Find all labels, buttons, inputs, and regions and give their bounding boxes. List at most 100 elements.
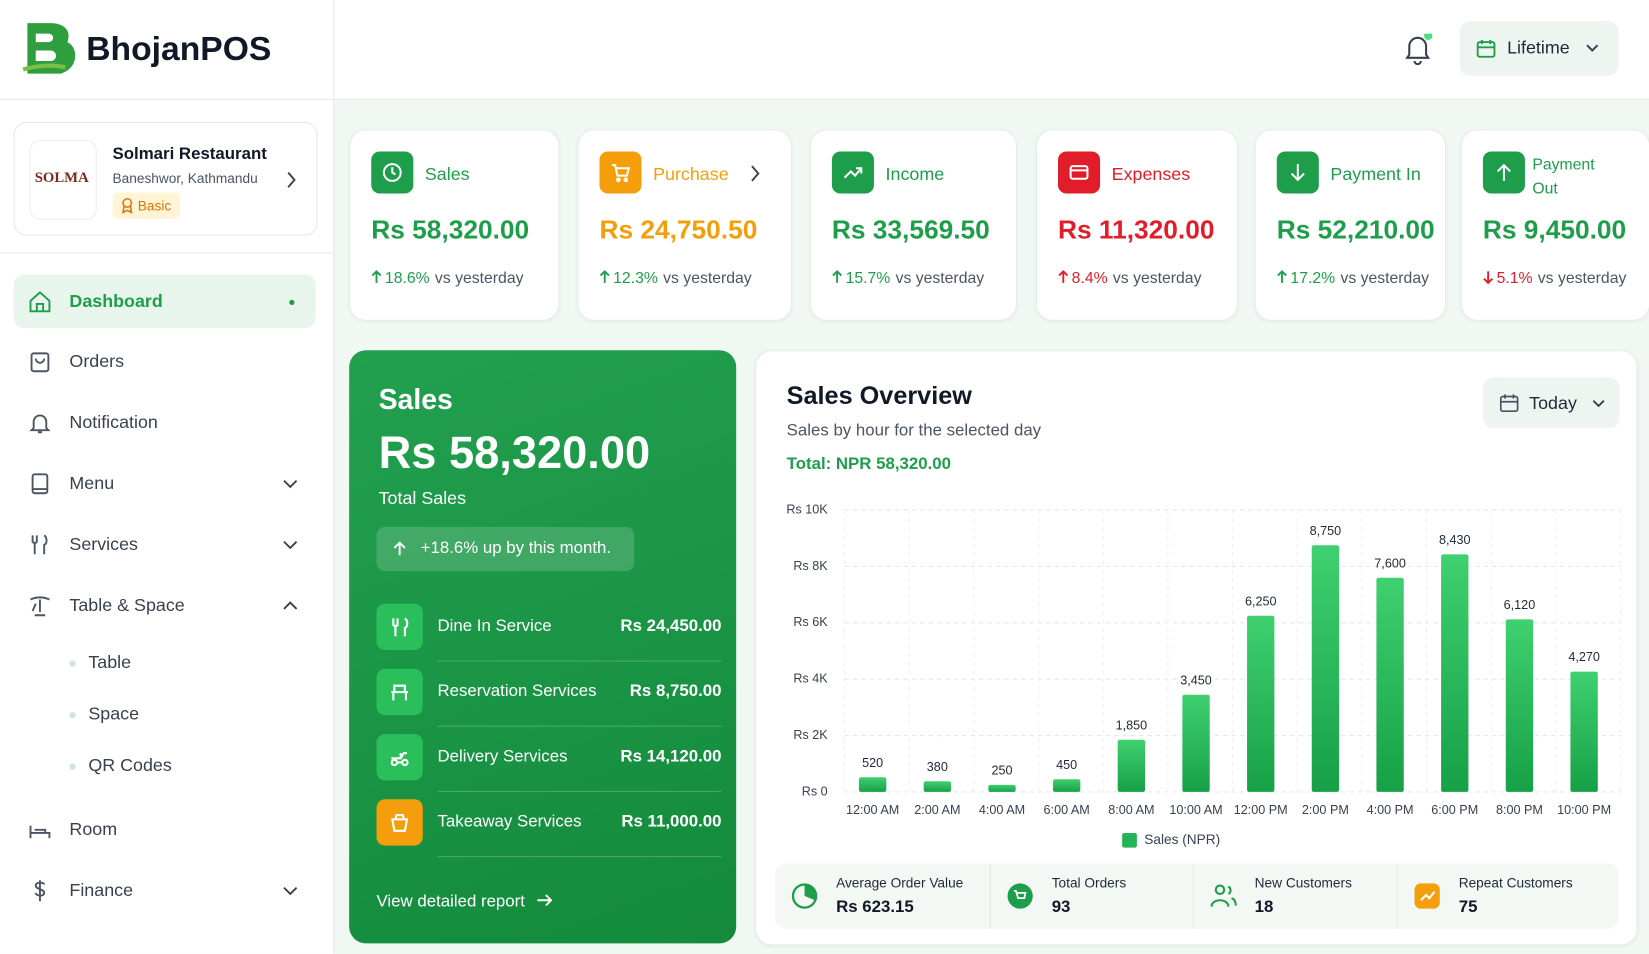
x-tick-label: 2:00 AM: [914, 803, 960, 817]
stat-icon-glyph: [382, 163, 402, 182]
plan-label: Basic: [137, 197, 172, 214]
bar-value-label: 3,450: [1180, 673, 1212, 687]
restaurant-logo: SOLMA: [29, 139, 97, 220]
y-tick-label: Rs 10K: [786, 502, 828, 516]
topbar: [334, 0, 1649, 100]
stat-label: Expenses: [1111, 164, 1191, 185]
stat-change-row: 5.1% vs yesterday: [1483, 269, 1626, 287]
stat-label: Payment In: [1330, 164, 1421, 185]
chevron: [1586, 44, 1599, 52]
kpi-strip: Average Order Value Rs 623.15 Total Orders…: [775, 863, 1619, 929]
report-link[interactable]: View detailed report: [377, 893, 553, 912]
nav-icon: [29, 291, 51, 313]
y-tick-label: Rs 8K: [793, 559, 828, 573]
service-amount: Rs 8,750.00: [629, 682, 722, 701]
trend-arrow: [599, 270, 610, 283]
bar: [923, 781, 951, 792]
nav-label[interactable]: Room: [69, 819, 118, 840]
bar-value-label: 7,600: [1374, 556, 1406, 570]
range-label: Lifetime: [1507, 37, 1570, 58]
stat-icon: [1276, 151, 1319, 194]
chart-total: Total: NPR 58,320.00: [786, 455, 951, 474]
nav-label[interactable]: Menu: [69, 473, 115, 494]
kpi-icon: [791, 883, 818, 909]
service-amount: Rs 11,000.00: [621, 812, 722, 831]
report-link-text: View detailed report: [376, 892, 525, 911]
x-tick-label: 12:00 PM: [1234, 803, 1288, 817]
nav-icon: [30, 352, 50, 373]
arrow-right: [536, 894, 552, 907]
bar: [858, 777, 887, 792]
stat-value: Rs 9,450.00: [1482, 215, 1627, 246]
chart-range-dropdown[interactable]: Today: [1482, 377, 1620, 429]
stat-value: Rs 33,569.50: [831, 215, 990, 246]
kpi-divider: [1192, 863, 1194, 929]
stat-comparison: vs yesterday: [1340, 269, 1429, 288]
stat-comparison: vs yesterday: [1112, 269, 1202, 288]
service-name: Dine In Service: [437, 617, 552, 636]
nav-icon: [29, 414, 51, 434]
nav-label[interactable]: Services: [69, 534, 138, 555]
sidebar-divider: [0, 252, 334, 254]
stat-change: 8.4%: [1071, 269, 1108, 288]
bar-value-label: 250: [991, 764, 1012, 778]
notification-bell[interactable]: [1403, 33, 1433, 66]
stat-card: Expenses Rs 11,320.00 8.4% vs yesterday: [1035, 129, 1238, 321]
stat-change-row: 17.2% vs yesterday: [1277, 269, 1429, 287]
sales-overview-card: Sales Overview Sales by hour for the sel…: [755, 350, 1638, 946]
nav-label[interactable]: Table & Space: [69, 595, 185, 616]
stat-card[interactable]: Purchase Rs 24,750.50 12.3% vs yesterday: [577, 129, 792, 321]
kpi-value: 93: [1051, 898, 1071, 917]
x-tick-label: 12:00 AM: [846, 803, 899, 817]
chevron: [287, 171, 296, 188]
nav-chevron: [283, 540, 298, 550]
brand-logo: [22, 23, 76, 74]
service-icon-glyph: [392, 617, 409, 637]
service-icon: [376, 603, 423, 650]
bar-value-label: 6,120: [1504, 598, 1536, 612]
nav-chevron: [283, 479, 298, 489]
nav-label[interactable]: Orders: [69, 351, 125, 372]
stat-label: Sales: [424, 164, 470, 185]
legend-label: Sales (NPR): [1144, 832, 1220, 847]
restaurant-card[interactable]: SOLMA Solmari Restaurant Baneshwor, Kath…: [13, 121, 318, 236]
x-tick-label: 6:00 PM: [1431, 803, 1478, 817]
y-tick-label: Rs 0: [802, 784, 828, 798]
stat-icon: [1058, 151, 1101, 194]
stat-value: Rs 52,210.00: [1276, 215, 1435, 246]
sales-card: Sales Rs 58,320.00 Total Sales +18.6% up…: [349, 350, 737, 944]
stat-card: Payment In Rs 52,210.00 17.2% vs yesterday: [1254, 129, 1447, 321]
stat-change-row: 15.7% vs yesterday: [832, 269, 984, 287]
bar-chart: Rs 0 Rs 2K Rs 4K Rs 6K Rs 8K Rs 10K 12:00 AM 52…: [786, 502, 1622, 848]
service-icon-glyph: [390, 751, 409, 767]
bar-value-label: 8,430: [1439, 533, 1471, 547]
bar: [1053, 779, 1081, 792]
bar-value-label: 6,250: [1245, 594, 1277, 608]
nav-sub-dot: [69, 763, 76, 770]
nav-label[interactable]: Dashboard: [69, 291, 163, 312]
stat-comparison: vs yesterday: [895, 269, 985, 288]
kpi-label: Average Order Value: [836, 875, 964, 891]
range-dropdown[interactable]: Lifetime: [1459, 21, 1619, 76]
bar: [1376, 577, 1404, 792]
bar: [1117, 739, 1146, 792]
nav-sub-label[interactable]: Space: [88, 703, 140, 724]
trend-arrow: [1483, 271, 1494, 284]
chevron: [1592, 400, 1605, 408]
nav-label[interactable]: Notification: [69, 412, 158, 433]
nav-sub-label[interactable]: QR Codes: [88, 755, 172, 776]
service-icon-glyph: [391, 684, 409, 701]
stat-icon: [599, 151, 642, 194]
stat-change-row: 8.4% vs yesterday: [1058, 269, 1201, 287]
bar: [988, 784, 1016, 792]
nav-label[interactable]: Finance: [69, 880, 134, 901]
stat-label: Payment Out: [1532, 155, 1595, 198]
brand-name: BhojanPOS: [86, 29, 272, 68]
nav-sub-label[interactable]: Table: [88, 652, 132, 673]
kpi-label: New Customers: [1254, 875, 1352, 891]
calendar-icon: [1476, 39, 1496, 58]
service-divider: [437, 790, 722, 792]
service-name: Takeaway Services: [437, 812, 582, 831]
bar: [1505, 619, 1534, 792]
kpi-value: 18: [1254, 898, 1274, 917]
